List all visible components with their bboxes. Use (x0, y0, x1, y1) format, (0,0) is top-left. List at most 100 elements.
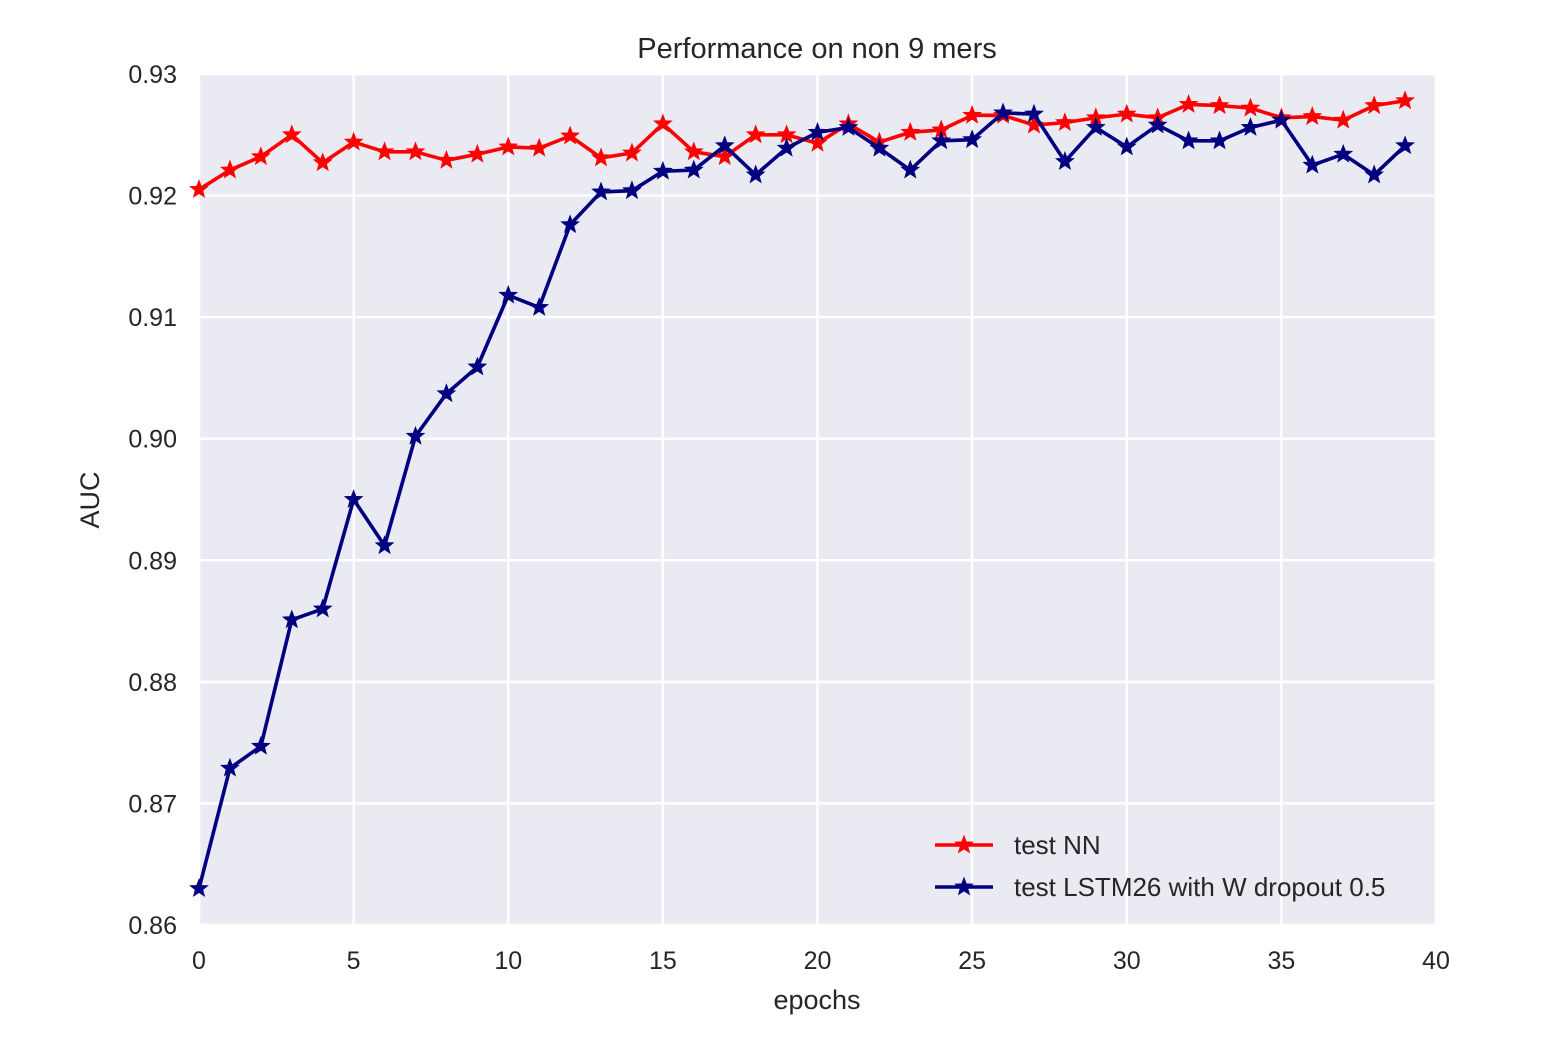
data-point (591, 147, 611, 167)
data-point (343, 131, 364, 151)
data-point (683, 159, 704, 179)
data-point (1147, 114, 1168, 134)
y-tick-label: 0.90 (128, 426, 177, 454)
data-point (652, 113, 673, 133)
data-point (807, 121, 828, 141)
series-layer (189, 90, 1415, 897)
y-tick-label: 0.91 (128, 304, 177, 332)
data-point (683, 141, 704, 161)
data-point (467, 356, 488, 376)
x-tick-label: 25 (958, 947, 986, 975)
data-point (1054, 112, 1075, 132)
data-point (1395, 135, 1415, 155)
x-axis-label: epochs (773, 985, 860, 1015)
data-point (189, 179, 209, 198)
data-point (1333, 143, 1354, 163)
data-point (1178, 130, 1199, 150)
data-point (281, 124, 302, 144)
data-point (250, 735, 271, 755)
data-point (498, 136, 519, 156)
data-point (1116, 103, 1137, 123)
data-point (1054, 151, 1075, 170)
data-point (1024, 103, 1044, 123)
data-point (622, 180, 642, 200)
data-point (1271, 109, 1292, 129)
y-tick-labels: 0.86 0.87 0.88 0.89 0.90 0.91 0.92 0.93 (128, 61, 177, 940)
x-tick-label: 40 (1422, 947, 1450, 975)
x-tick-label: 35 (1267, 947, 1295, 975)
data-point (1240, 117, 1261, 136)
y-tick-label: 0.88 (128, 669, 177, 697)
data-point (1364, 164, 1385, 184)
data-point (281, 609, 302, 629)
legend-marker (954, 834, 974, 854)
data-point (436, 383, 457, 403)
y-tick-label: 0.86 (128, 912, 177, 940)
data-point (220, 159, 240, 179)
x-tick-label: 0 (192, 947, 206, 975)
data-point (467, 143, 488, 163)
y-axis-label: AUC (75, 471, 105, 528)
grid-lines (197, 72, 1438, 927)
x-tick-label: 15 (649, 947, 677, 975)
data-point (1209, 130, 1230, 150)
legend-label: test LSTM26 with W dropout 0.5 (1014, 872, 1385, 902)
data-point (652, 160, 673, 180)
data-point (900, 121, 921, 141)
data-point (962, 104, 983, 124)
legend-label: test NN (1014, 830, 1101, 860)
data-point (312, 152, 333, 172)
data-point (714, 135, 735, 155)
data-point (1116, 136, 1137, 156)
data-point (1085, 117, 1106, 136)
data-point (1395, 90, 1415, 110)
data-point (405, 141, 426, 161)
y-tick-label: 0.87 (128, 790, 177, 818)
data-point (869, 137, 890, 157)
x-tick-label: 10 (494, 947, 522, 975)
data-point (1302, 154, 1323, 174)
data-point (622, 142, 642, 162)
data-point (745, 124, 766, 144)
data-point (560, 125, 581, 145)
data-point (1178, 93, 1199, 113)
data-point (993, 102, 1013, 122)
legend: test NN test LSTM26 with W dropout 0.5 (935, 830, 1385, 902)
data-point (312, 598, 333, 618)
y-tick-label: 0.89 (128, 547, 177, 575)
x-tick-label: 20 (804, 947, 832, 975)
y-tick-label: 0.92 (128, 183, 177, 211)
data-point (374, 535, 395, 555)
data-point (1333, 109, 1354, 129)
data-point (436, 149, 457, 169)
data-point (1240, 97, 1261, 117)
y-tick-label: 0.93 (128, 61, 177, 89)
x-tick-label: 5 (347, 947, 361, 975)
series-test-lstm26 (189, 102, 1415, 897)
data-point (343, 489, 364, 508)
data-point (1364, 95, 1385, 115)
data-point (560, 214, 581, 234)
data-point (220, 757, 240, 777)
data-point (1209, 95, 1230, 115)
data-point (189, 878, 209, 897)
data-point (807, 132, 828, 152)
data-point (962, 129, 983, 149)
data-point (529, 137, 550, 157)
data-point (838, 117, 859, 136)
legend-marker (954, 876, 974, 896)
data-point (900, 159, 921, 179)
data-point (405, 425, 426, 445)
data-point (250, 146, 271, 166)
data-point (529, 297, 550, 316)
data-point (745, 164, 766, 184)
x-tick-labels: 0 5 10 15 20 25 30 35 40 (192, 947, 1450, 975)
data-point (931, 130, 952, 150)
data-point (591, 181, 611, 201)
data-point (498, 284, 519, 304)
data-point (374, 141, 395, 161)
chart-title: Performance on non 9 mers (637, 33, 996, 65)
x-tick-label: 30 (1113, 947, 1141, 975)
series-line (197, 111, 1407, 889)
